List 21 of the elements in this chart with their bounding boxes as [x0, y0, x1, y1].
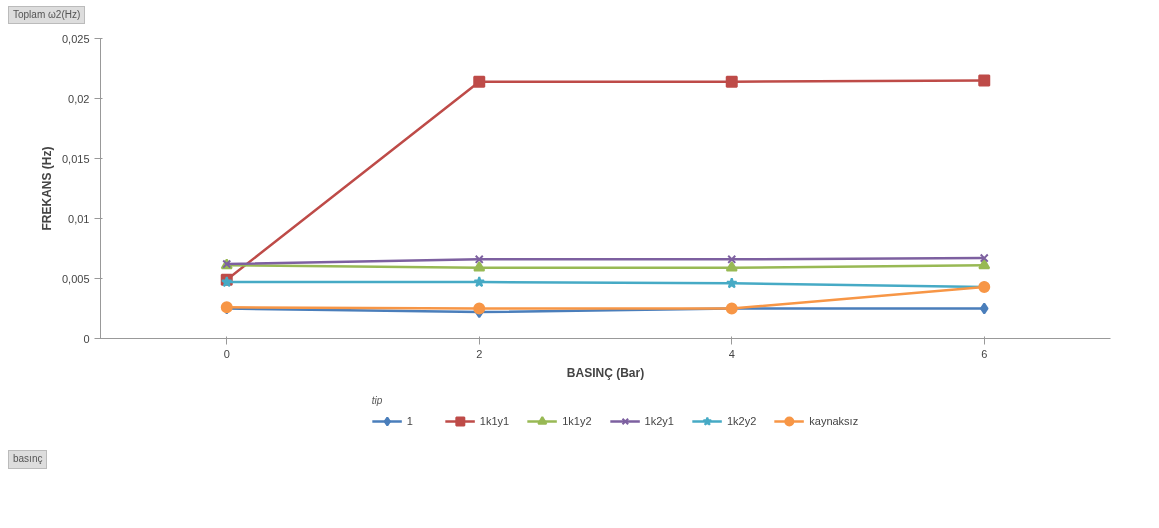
legend-title: tip	[371, 395, 384, 407]
legend-label: kaynaksız	[809, 415, 859, 428]
y-tick-label: 0,02	[68, 92, 90, 105]
y-axis-title: FREKANS (Hz)	[39, 146, 54, 231]
x-tick-label: 2	[476, 347, 483, 360]
legend-label: 1k2y2	[726, 415, 757, 428]
x-tick-label: 6	[981, 347, 988, 360]
y-tick-label: 0,015	[61, 152, 90, 165]
legend-label: 1k1y2	[562, 415, 592, 428]
legend-label: 1	[406, 415, 414, 428]
legend-label: 1k2y1	[644, 415, 674, 428]
y-tick-label: 0,005	[61, 272, 90, 285]
y-tick-label: 0,01	[68, 212, 90, 225]
text: basınç	[13, 452, 43, 467]
x-tick-label: 4	[728, 347, 735, 360]
legend-label: 1k1y1	[479, 415, 510, 428]
y-tick-label: 0,025	[61, 32, 90, 45]
text: Toplam ω2(Hz)	[13, 8, 81, 22]
x-axis-title: BASINÇ (Bar)	[566, 365, 645, 380]
y-tick-label: 0	[83, 332, 90, 345]
x-tick-label: 0	[223, 347, 230, 360]
